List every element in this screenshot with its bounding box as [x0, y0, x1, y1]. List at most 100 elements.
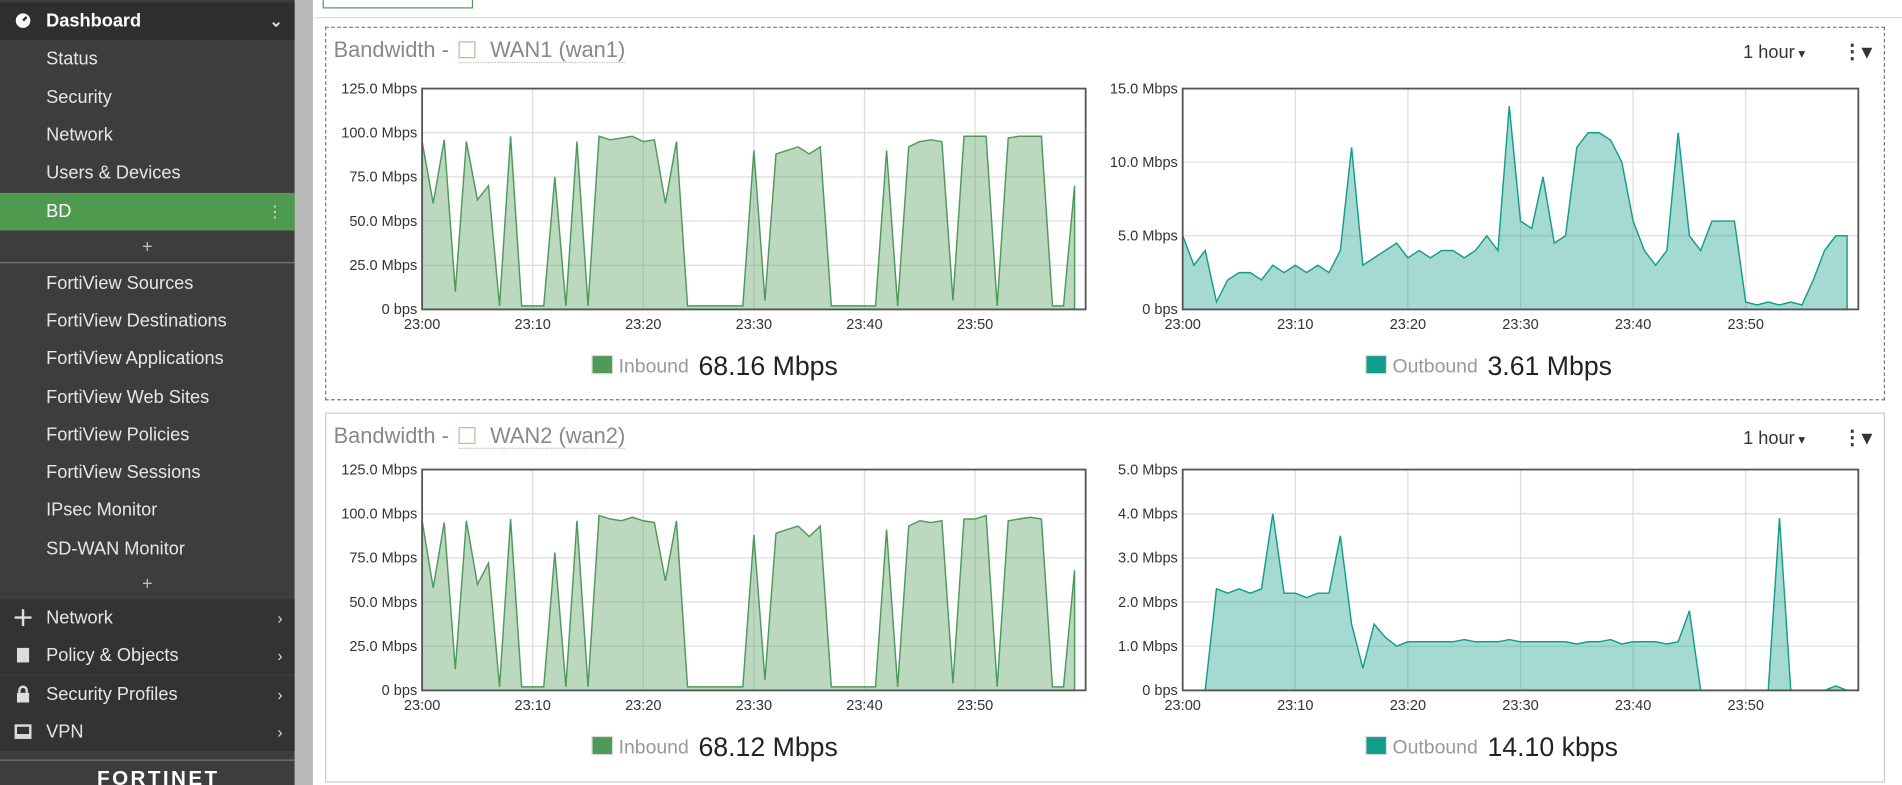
y-tick-label: 0 bps: [382, 683, 418, 699]
nav-item[interactable]: Security: [46, 87, 112, 108]
y-tick-label: 10.0 Mbps: [1110, 155, 1178, 171]
nav-item[interactable]: FortiView Sources: [46, 272, 194, 294]
add-button[interactable]: +: [142, 236, 153, 258]
widget-title: Bandwidth - WAN2 (wan2): [333, 423, 626, 449]
y-tick-label: 5.0 Mbps: [1118, 229, 1178, 245]
widget: Bandwidth - WAN2 (wan2) 1 hour ⋮▾: [325, 412, 1886, 783]
y-tick-label: 5.0 Mbps: [1118, 462, 1178, 478]
y-tick-label: 3.0 Mbps: [1118, 551, 1178, 567]
separator: [0, 759, 295, 761]
x-tick-label: 23:40: [846, 698, 882, 714]
toolbar: [315, 0, 1902, 19]
nav-item[interactable]: SD-WAN Monitor: [46, 538, 185, 560]
y-tick-label: 75.0 Mbps: [349, 551, 417, 567]
widget-menu[interactable]: ⋮▾: [1842, 428, 1872, 449]
x-tick-label: 23:30: [1502, 698, 1538, 714]
plot-frame: [1181, 468, 1860, 692]
x-tick-label: 23:40: [846, 317, 882, 333]
x-tick-label: 23:20: [625, 698, 661, 714]
legend-label: Inbound: [619, 736, 689, 758]
x-tick-label: 23:40: [1615, 698, 1651, 714]
legend-swatch: [1365, 735, 1388, 756]
nav-item[interactable]: FortiView Destinations: [46, 310, 227, 332]
nav-section[interactable]: Network ›: [0, 599, 295, 637]
scrollbar: [294, 0, 313, 785]
nav-item[interactable]: Users & Devices: [46, 162, 181, 184]
nav-label: VPN: [46, 721, 84, 743]
legend-label: Outbound: [1393, 736, 1478, 758]
button[interactable]: [322, 0, 474, 9]
x-tick-label: 23:30: [736, 317, 772, 333]
title: Bandwidth -: [333, 423, 449, 448]
sidebar: Dashboard ⌄ Status Security Network Users…: [0, 0, 295, 785]
nav-label: Dashboard: [46, 10, 142, 32]
x-tick-label: 23:00: [1164, 698, 1200, 714]
separator: [0, 262, 295, 264]
logo: FORTINET: [97, 766, 220, 785]
legend-value: 14.10 kbps: [1487, 732, 1617, 762]
nav-label: Policy & Objects: [46, 645, 179, 667]
legend-value: 68.12 Mbps: [698, 732, 837, 762]
y-tick-label: 100.0 Mbps: [341, 507, 417, 523]
nav-item[interactable]: Status: [46, 48, 98, 70]
add-button[interactable]: +: [142, 573, 153, 595]
legend-label: Outbound: [1393, 355, 1478, 377]
nav-item[interactable]: FortiView Applications: [46, 348, 224, 369]
x-tick-label: 23:10: [515, 698, 551, 714]
nav-item[interactable]: FortiView Sessions: [46, 462, 201, 483]
y-tick-label: 2.0 Mbps: [1118, 595, 1178, 611]
nav-label: Security Profiles: [46, 684, 178, 705]
nav-item-selected[interactable]: BD ⋮: [0, 192, 295, 231]
nav-section[interactable]: VPN ›: [0, 713, 295, 752]
y-tick-label: 0 bps: [1142, 683, 1178, 699]
x-tick-label: 23:30: [736, 698, 772, 714]
plot-frame: [1181, 87, 1860, 311]
widget-menu[interactable]: ⋮▾: [1842, 42, 1872, 64]
y-tick-label: 125.0 Mbps: [341, 462, 417, 478]
x-tick-label: 23:20: [1390, 317, 1426, 333]
x-tick-label: 23:20: [625, 317, 661, 333]
nav-item[interactable]: FortiView Web Sites: [46, 387, 210, 408]
legend-value: 68.16 Mbps: [698, 351, 837, 381]
time-range[interactable]: 1 hour: [1743, 428, 1805, 449]
x-tick-label: 23:50: [957, 698, 993, 714]
nav-item[interactable]: Network: [46, 124, 113, 146]
area: [1181, 106, 1848, 311]
x-tick-label: 23:20: [1390, 698, 1426, 714]
x-tick-label: 23:50: [957, 317, 993, 333]
interface[interactable]: WAN1 (wan1): [458, 37, 626, 64]
y-tick-label: 25.0 Mbps: [349, 258, 417, 274]
y-tick-label: 25.0 Mbps: [349, 639, 417, 655]
time-range[interactable]: 1 hour: [1743, 42, 1805, 63]
plot-frame: [421, 468, 1087, 692]
x-tick-label: 23:10: [515, 317, 551, 333]
x-tick-label: 23:00: [404, 317, 440, 333]
y-tick-label: 100.0 Mbps: [341, 126, 417, 142]
nav-dashboard[interactable]: Dashboard ⌄: [0, 2, 295, 41]
x-tick-label: 23:00: [404, 698, 440, 714]
x-tick-label: 23:10: [1277, 698, 1313, 714]
nav-section[interactable]: Policy & Objects ›: [0, 636, 295, 675]
title: Bandwidth -: [333, 37, 449, 62]
plot-frame: [421, 87, 1087, 311]
legend-swatch: [1365, 354, 1388, 375]
x-tick-label: 23:50: [1728, 698, 1764, 714]
y-tick-label: 0 bps: [1142, 302, 1178, 318]
area: [421, 135, 1076, 311]
legend-swatch: [591, 735, 614, 756]
legend-value: 3.61 Mbps: [1487, 351, 1612, 381]
interface[interactable]: WAN2 (wan2): [458, 423, 626, 449]
x-tick-label: 23:30: [1502, 317, 1538, 333]
nav-label: BD: [46, 201, 72, 223]
y-tick-label: 75.0 Mbps: [349, 170, 417, 186]
widget-title: Bandwidth - WAN1 (wan1): [333, 37, 626, 64]
y-tick-label: 15.0 Mbps: [1110, 81, 1178, 97]
y-tick-label: 4.0 Mbps: [1118, 507, 1178, 523]
x-tick-label: 23:50: [1728, 317, 1764, 333]
area: [421, 514, 1076, 692]
nav-section[interactable]: Security Profiles ›: [0, 675, 295, 714]
nav-item[interactable]: FortiView Policies: [46, 424, 190, 446]
nav-item[interactable]: IPsec Monitor: [46, 499, 158, 521]
